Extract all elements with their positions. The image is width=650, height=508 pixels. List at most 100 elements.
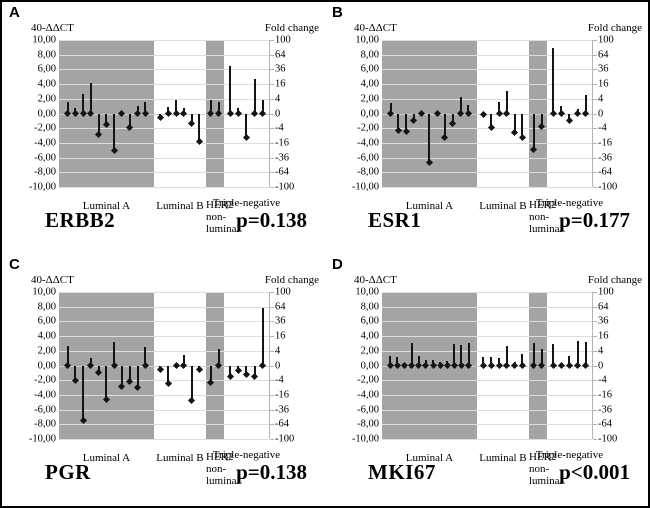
fold-change-tick-label: -4 [598,122,607,134]
gridline [382,321,592,323]
sample-bar [113,113,116,151]
y-axis-tick-label: -8,00 [357,418,379,430]
group-label-line: non- [206,211,227,223]
right-axis-tick [593,336,597,338]
sample-bar [144,347,147,366]
gridline [382,142,592,144]
gridline [59,380,269,382]
fold-change-tick-label: 100 [598,286,614,298]
sample-bar [97,113,100,135]
gridline [382,292,592,293]
y-axis-tick-label: 10,00 [32,34,56,46]
fold-change-tick-label: 36 [275,315,286,327]
group-label-her2-non-luminal: HER2 non-luminal [529,451,563,487]
sample-bar [217,348,220,366]
right-axis-tick [270,40,274,41]
sample-bar [397,113,400,131]
sample-bar [136,365,139,388]
p-value: p=0.177 [559,208,630,232]
sample-bar [482,356,485,366]
group-label-luminal-a: Luminal A [405,452,454,464]
y-axis-tick-label: -8,00 [34,166,56,178]
y-axis-tick-label: -6,00 [34,152,56,164]
sample-bar [490,113,493,128]
gene-name: ERBB2 [45,208,116,232]
fold-change-tick-label: 64 [598,49,609,61]
sample-marker [511,129,519,137]
plot-area [59,292,274,440]
sample-bar [82,365,85,421]
right-axis-tick [593,365,597,367]
sample-marker [565,116,573,124]
sample-bar [521,113,524,138]
group-label-line: non- [529,211,550,223]
chart-panel-b: B 40-ΔΔCT Fold change 10,00 100 8,00 64 6,00 36 4… [325,2,648,254]
left-axis-title: 40-ΔΔCT [354,274,397,286]
y-axis-tick-label: -2,00 [34,374,56,386]
sample-bar [467,343,470,366]
gridline [382,409,592,411]
fold-change-tick-label: 4 [275,345,281,357]
sample-bar [128,365,131,382]
right-axis-tick [593,54,597,56]
sample-bar [167,365,170,384]
panel-letter: C [9,256,20,273]
sample-marker [557,109,565,118]
right-axis-tick [593,380,597,382]
sample-marker [487,123,495,131]
y-axis-tick-label: -4,00 [357,137,379,149]
right-axis-tick [593,172,597,174]
y-axis-tick-label: 10,00 [355,286,379,298]
gridline [382,84,592,86]
y-axis-tick-label: 8,00 [360,49,379,61]
fold-change-tick-label: -100 [275,181,295,193]
fold-change-tick-label: 16 [275,330,286,342]
group-label-line: non- [529,463,550,475]
fold-change-tick-label: -16 [598,137,612,149]
group-label-line: HER2 [206,451,234,463]
sample-marker [226,372,234,381]
right-axis-line [592,292,593,439]
right-axis-tick [270,380,274,382]
gridline [382,424,592,426]
fold-change-tick-label: -100 [275,433,295,445]
sample-bar [229,365,232,377]
sample-bar [253,78,256,114]
right-axis-tick [270,321,274,323]
right-axis-tick [270,84,274,86]
gene-name: MKI67 [368,460,436,484]
group-label-luminal-a: Luminal A [405,200,454,212]
gridline [382,157,592,159]
sample-bar [540,113,543,127]
fold-change-tick-label: 64 [598,301,609,313]
fold-change-tick-label: -64 [275,418,289,430]
fold-change-tick-label: 4 [275,93,281,105]
right-axis-tick [593,306,597,308]
gridline [382,113,592,115]
sample-marker [234,367,242,375]
y-axis-tick-label: 2,00 [360,93,379,105]
right-axis-tick [593,40,597,41]
gridline [59,128,269,130]
sample-bar [453,344,456,366]
sample-bar [498,102,501,114]
sample-bar [229,66,232,114]
sample-bar [190,113,193,124]
group-label-her2-non-luminal: HER2 non-luminal [529,199,563,235]
sample-bar [66,346,69,366]
fold-change-tick-label: -36 [275,152,289,164]
group-label-luminal-b: Luminal B [479,452,527,464]
right-axis-tick [593,439,597,440]
gridline [382,350,592,352]
y-axis-tick-label: -2,00 [357,374,379,386]
fold-change-tick-label: 64 [275,301,286,313]
group-label-luminal-a: Luminal A [82,200,131,212]
fold-change-tick-label: 36 [598,63,609,75]
sample-bar [74,365,77,381]
group-label-triple-negative: Triple-negative [535,197,604,209]
right-axis-tick [593,84,597,86]
group-label-her2-non-luminal: HER2 non-luminal [206,451,240,487]
right-axis-tick [593,394,597,396]
right-axis-tick [270,69,274,71]
